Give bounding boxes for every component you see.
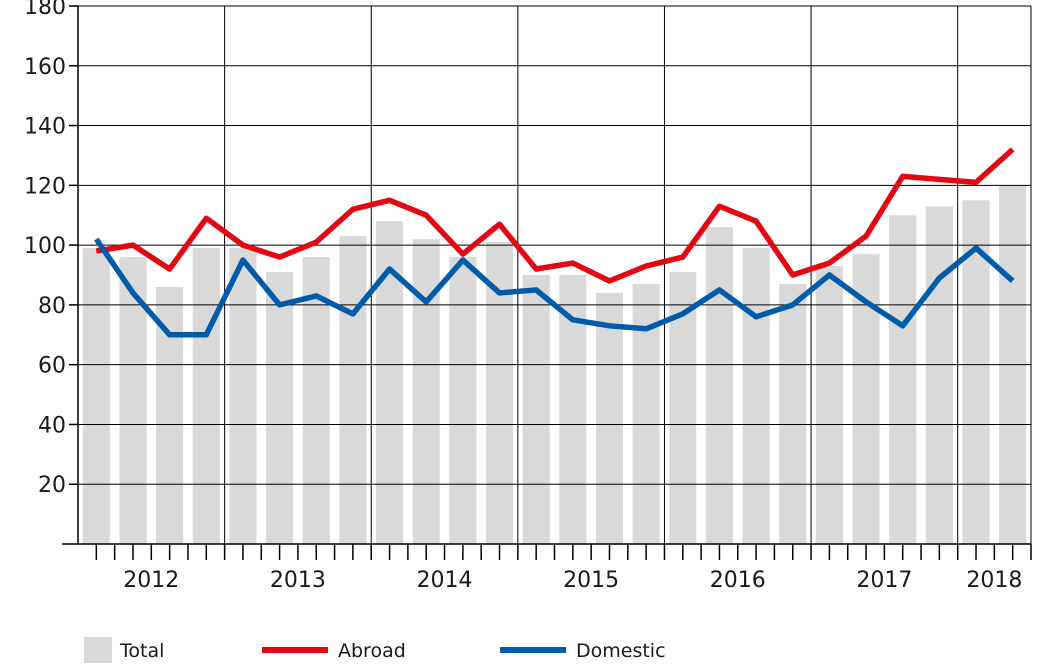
bar-total xyxy=(962,200,990,544)
x-tick-label: 2012 xyxy=(123,568,179,593)
bar-total xyxy=(229,248,257,544)
bar-total xyxy=(449,257,477,544)
grid-layer xyxy=(78,5,1032,544)
legend-label-domestic: Domestic xyxy=(576,640,666,662)
line-abroad xyxy=(95,147,1015,284)
y-tick-label: 140 xyxy=(24,115,66,140)
y-tick-label: 180 xyxy=(24,0,66,20)
x-tick-label: 2013 xyxy=(270,568,326,593)
legend: Total Abroad Domestic xyxy=(84,637,666,663)
bar-total xyxy=(742,248,770,544)
legend-label-total: Total xyxy=(119,640,164,662)
bar-total xyxy=(82,248,110,544)
y-tick-label: 40 xyxy=(38,413,66,438)
bar-total xyxy=(156,286,184,544)
y-tick-label: 120 xyxy=(24,174,66,199)
bar-total xyxy=(925,206,953,544)
bar-total xyxy=(192,248,220,544)
y-tick-label: 100 xyxy=(24,234,66,259)
bar-total xyxy=(522,275,550,544)
y-tick-label: 80 xyxy=(38,294,66,319)
bar-total xyxy=(339,236,367,544)
x-tick-label: 2017 xyxy=(856,568,912,593)
bar-total xyxy=(815,266,843,544)
x-tick-label: 2015 xyxy=(563,568,619,593)
bar-total xyxy=(412,239,440,544)
bar-total xyxy=(779,283,807,544)
bar-total xyxy=(595,292,624,544)
y-tick-label: 160 xyxy=(24,55,66,80)
line-domestic xyxy=(94,237,1015,338)
bar-total xyxy=(889,215,917,544)
lines-layer xyxy=(94,147,1015,338)
x-tick-label: 2014 xyxy=(417,568,473,593)
legend-swatch-total xyxy=(84,637,112,663)
y-tick-label: 20 xyxy=(38,473,66,498)
bar-total xyxy=(266,272,294,544)
legend-label-abroad: Abroad xyxy=(338,640,406,662)
axis-layer: 20 40 60 80 100 120 140 160 180 2012 2013 2014 2015 2… xyxy=(24,0,1032,593)
y-tick-label: 60 xyxy=(38,354,66,379)
bar-total xyxy=(705,227,733,544)
x-tick-label: 2016 xyxy=(710,568,766,593)
x-tick-label: 2018 xyxy=(966,568,1022,593)
